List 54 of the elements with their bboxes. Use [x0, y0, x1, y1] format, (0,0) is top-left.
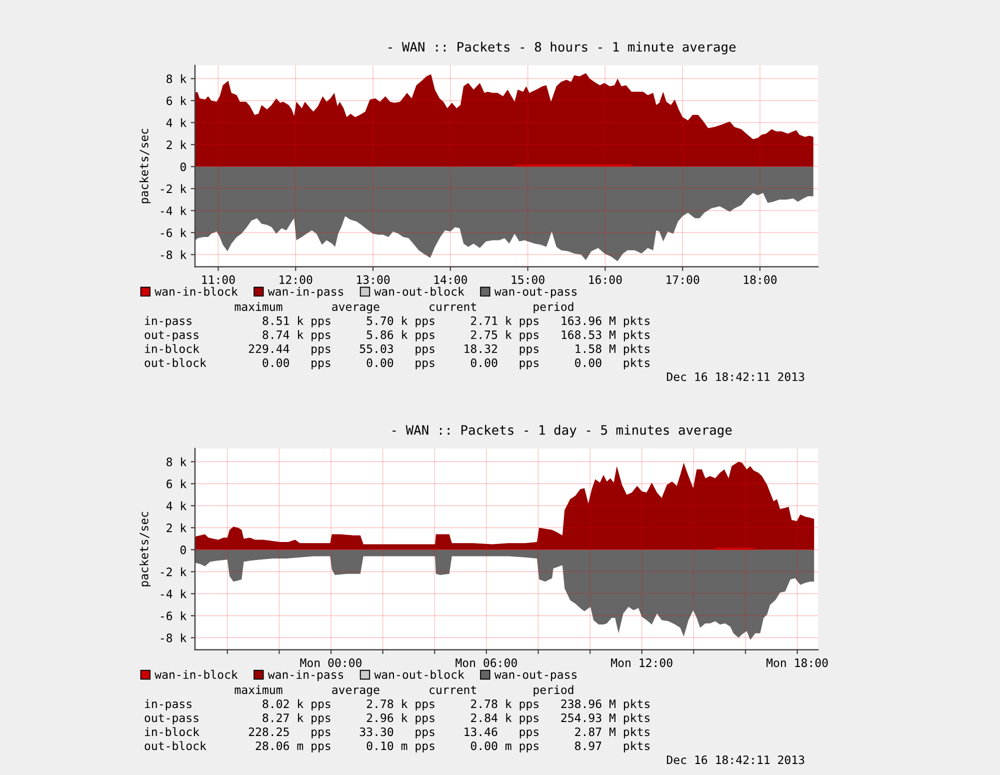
y-axis-title: packets/sec: [139, 512, 151, 586]
y-tick-label: -6 k: [160, 228, 186, 238]
x-tick-label: Mon 00:00: [300, 658, 362, 668]
text: out-block 0.00 pps 0.00 pps 0.00 pps 0.00 pkts: [144, 358, 650, 370]
y-tick-label: -2 k: [160, 184, 186, 194]
y-tick-label: -4 k: [160, 589, 186, 598]
legend-label: wan-in-block: [154, 286, 238, 296]
x-tick-label: 18:00: [744, 275, 777, 284]
y-tick-label: 0: [180, 162, 186, 172]
legend-label: wan-out-block: [374, 670, 464, 679]
x-tick-label: Mon 18:00: [766, 658, 828, 668]
y-tick-label: -8 k: [160, 633, 186, 642]
legend-label: wan-in-block: [154, 670, 238, 679]
x-tick-label: 14:00: [434, 275, 467, 284]
x-tick-label: 15:00: [512, 275, 544, 284]
y-tick-label: 4 k: [166, 118, 186, 128]
legend-label: wan-out-pass: [494, 670, 577, 682]
y-tick-label: 4 k: [166, 501, 186, 510]
x-tick-label: 13:00: [357, 275, 390, 284]
text: maximum average current period: [234, 302, 574, 314]
legend-label: wan-out-pass: [494, 288, 577, 298]
legend-label: wan-in-pass: [268, 670, 344, 682]
chart-title: - WAN :: Packets - 8 hours - 1 minute average: [388, 42, 736, 54]
text: in-pass 8.51 k pps 5.70 k pps 2.71 k pps 163.96 M pkts: [145, 316, 650, 328]
text: out-pass 8.74 k pps 5.86 k pps 2.75 k pps 168.53 M pkts: [144, 330, 650, 342]
y-tick-label: -8 k: [160, 250, 186, 260]
y-tick-label: 2 k: [166, 523, 186, 532]
x-tick-label: Mon 06:00: [456, 658, 517, 668]
text: maximum average current period: [234, 685, 574, 696]
text: in-block 228.25 pps 33.30 pps 13.46 pps 2.87 M pkts: [145, 727, 650, 738]
x-tick-label: Mon 12:00: [611, 658, 672, 668]
legend-label: wan-in-pass: [268, 286, 344, 298]
y-tick-label: -2 k: [160, 567, 186, 576]
text: out-block 28.06 m pps 0.10 m pps 0.00 m pps 8.97 pkts: [144, 741, 650, 752]
y-tick-label: -6 k: [160, 611, 186, 620]
text: out-pass 8.27 k pps 2.96 k pps 2.84 k pps 254.93 M pkts: [144, 713, 650, 724]
x-tick-label: 17:00: [666, 275, 700, 284]
y-tick-label: 8 k: [166, 457, 186, 466]
legend-label: wan-out-block: [374, 286, 464, 296]
text: Dec 16 18:42:11 2013: [666, 755, 804, 764]
text: Dec 16 18:42:11 2013: [666, 372, 804, 382]
text: in-block 229.44 pps 55.03 pps 18.32 pps 1.58 M pkts: [145, 344, 650, 356]
y-tick-label: -4 k: [160, 206, 186, 216]
y-tick-label: 2 k: [166, 140, 186, 150]
x-tick-label: 16:00: [589, 275, 622, 284]
y-tick-label: 0: [180, 546, 186, 554]
x-tick-label: 11:00: [202, 275, 235, 284]
text: in-pass 8.02 k pps 2.78 k pps 2.78 k pps 238.96 M pkts: [145, 699, 650, 710]
y-tick-label: 6 k: [166, 479, 186, 488]
y-tick-label: 6 k: [166, 96, 186, 106]
y-tick-label: 8 k: [166, 74, 186, 84]
y-axis-title: packets/sec: [139, 128, 151, 204]
x-tick-label: 12:00: [280, 275, 312, 284]
chart-title: - WAN :: Packets - 1 day - 5 minutes average: [392, 424, 732, 438]
